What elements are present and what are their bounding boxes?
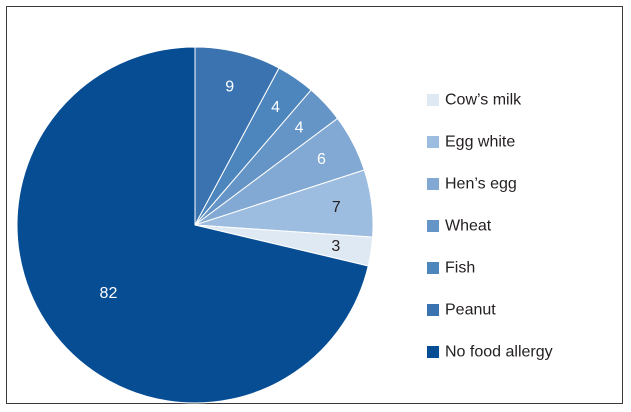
legend-label-no-food-allergy: No food allergy [445,344,553,361]
legend: Cow’s milk Egg white Hen’s egg Wheat Fish Pea… [427,92,553,361]
legend-item-fish: Fish [427,260,475,277]
data-label-fish: 4 [271,99,280,116]
legend-item-egg-white: Egg white [427,134,515,151]
legend-label-peanut: Peanut [445,302,496,319]
data-label-wheat: 4 [295,119,304,136]
data-label-peanut: 9 [225,78,234,95]
legend-swatch-fish [427,262,439,274]
data-label-cows-milk: 3 [331,238,340,255]
legend-item-wheat: Wheat [427,218,492,235]
legend-swatch-wheat [427,220,439,232]
data-label-hens-egg: 6 [317,151,326,168]
legend-label-hens-egg: Hen’s egg [445,176,517,193]
legend-label-wheat: Wheat [445,218,492,235]
legend-swatch-egg-white [427,136,439,148]
legend-item-peanut: Peanut [427,302,496,319]
legend-item-hens-egg: Hen’s egg [427,176,517,193]
legend-item-cows-milk: Cow’s milk [427,92,522,109]
legend-label-fish: Fish [445,260,475,277]
legend-swatch-no-food-allergy [427,346,439,358]
legend-label-cows-milk: Cow’s milk [445,92,522,109]
data-label-egg-white: 7 [332,199,341,216]
legend-swatch-cows-milk [427,94,439,106]
pie-slice-no-food-allergy [16,46,369,404]
legend-item-no-food-allergy: No food allergy [427,344,553,361]
legend-swatch-peanut [427,304,439,316]
pie-slices [16,46,374,404]
legend-label-egg-white: Egg white [445,134,515,151]
legend-swatch-hens-egg [427,178,439,190]
data-label-no-food-allergy: 82 [100,285,118,302]
